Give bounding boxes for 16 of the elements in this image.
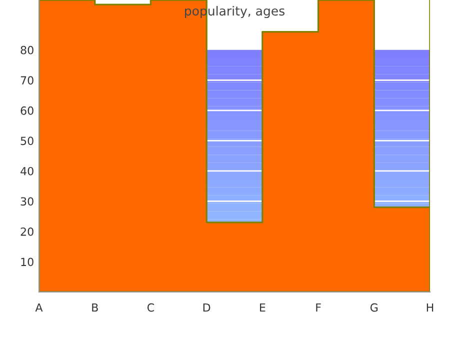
x-tick-label: C [147,303,154,312]
x-tick-label: A [35,303,43,312]
x-tick-label: H [426,303,434,312]
x-tick-label: B [92,303,98,312]
y-tick-label: 30 [20,197,34,206]
y-tick-label: 70 [20,76,34,85]
y-tick-label: 20 [20,227,34,236]
y-tick-label: 10 [21,258,34,266]
y-tick-label: 50 [20,136,34,146]
x-tick-label: G [370,303,378,312]
x-tick-label: D [203,303,210,312]
x-tick-label: E [260,303,266,312]
y-tick-label: 80 [20,46,34,54]
y-tick-label: 60 [20,106,34,115]
x-tick-label: F [316,303,321,312]
y-tick-label: 40 [20,166,34,176]
